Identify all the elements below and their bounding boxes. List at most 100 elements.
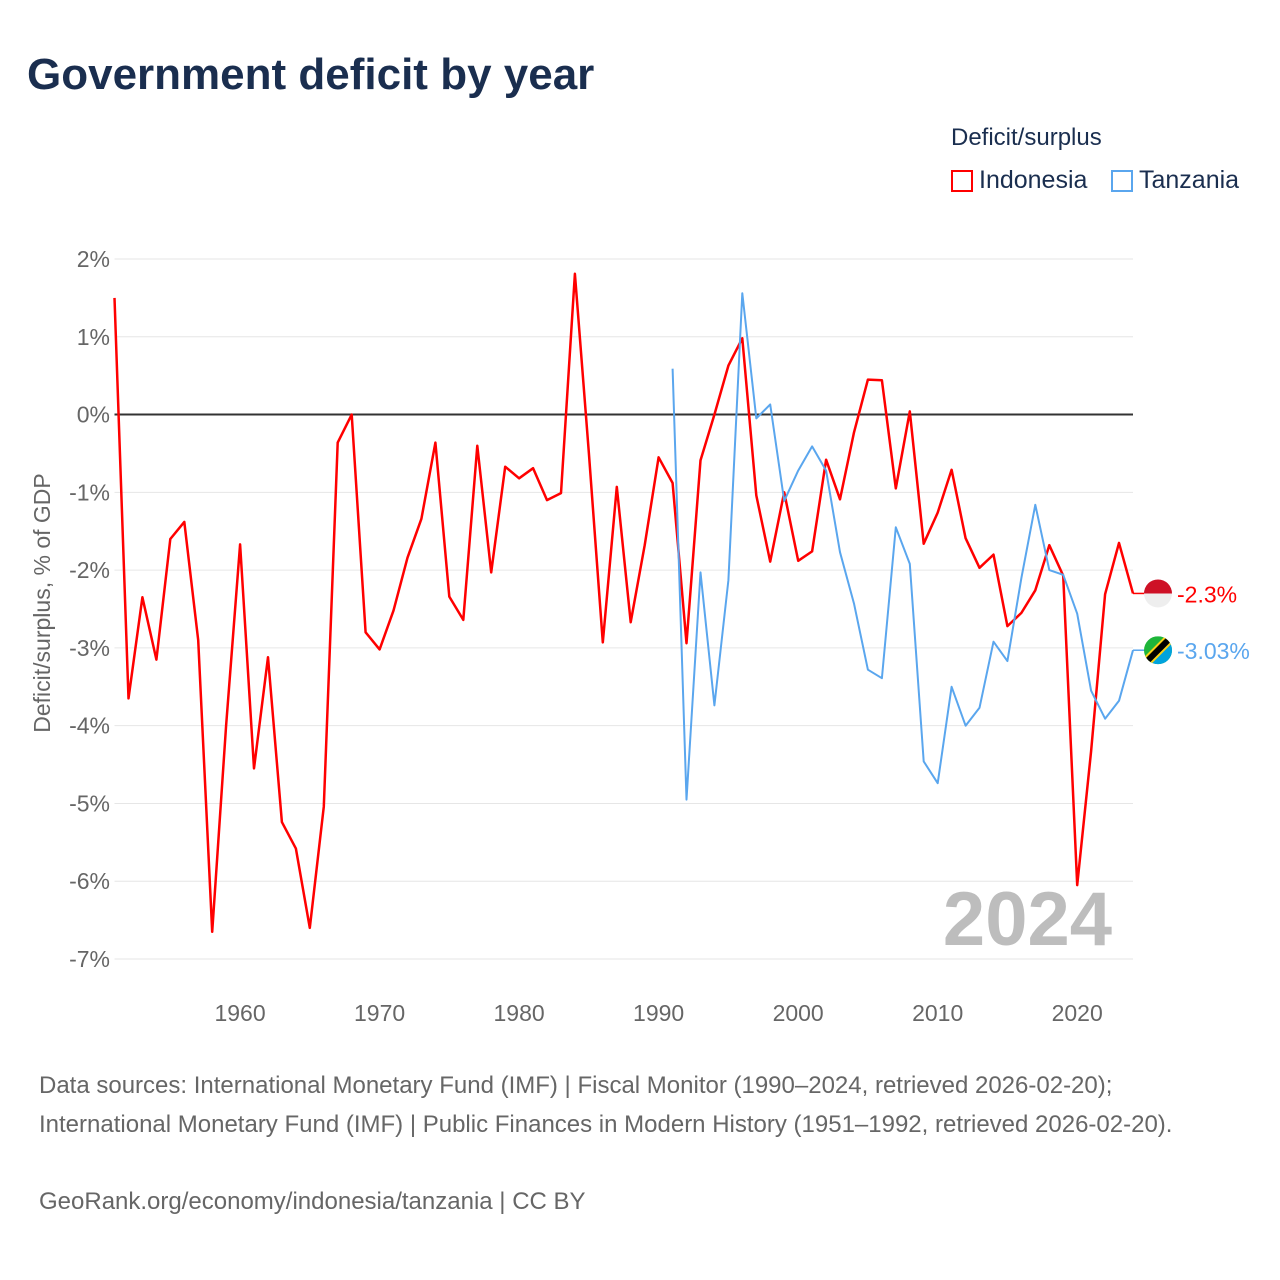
data-point xyxy=(780,497,788,505)
data-point xyxy=(710,411,718,419)
data-point xyxy=(1003,657,1011,665)
data-point xyxy=(1073,610,1081,618)
x-tick-label: 2020 xyxy=(1052,1000,1103,1026)
data-point xyxy=(292,845,300,853)
data-point xyxy=(962,722,970,730)
y-tick-label: -2% xyxy=(69,557,110,583)
data-point xyxy=(571,270,579,278)
x-tick-label: 1960 xyxy=(214,1000,265,1026)
data-point xyxy=(683,639,691,647)
tanzania-flag-icon xyxy=(1144,636,1172,665)
data-point xyxy=(501,463,509,471)
data-point xyxy=(306,924,314,932)
data-point xyxy=(794,557,802,565)
y-tick-label: -7% xyxy=(69,946,110,972)
legend-title: Deficit/surplus xyxy=(951,124,1102,151)
data-point xyxy=(906,560,914,568)
indonesia-flag-icon xyxy=(1144,579,1172,594)
data-point xyxy=(976,704,984,712)
data-point xyxy=(487,568,495,576)
data-point xyxy=(1101,590,1109,598)
data-point xyxy=(1003,622,1011,630)
data-point xyxy=(459,616,467,624)
data-point xyxy=(1073,881,1081,889)
data-point xyxy=(878,376,886,384)
chart-title: Government deficit by year xyxy=(27,50,595,99)
data-point xyxy=(836,495,844,503)
data-point xyxy=(1115,697,1123,705)
data-point xyxy=(403,554,411,562)
data-point xyxy=(166,535,174,543)
data-point xyxy=(892,523,900,531)
data-point xyxy=(543,496,551,504)
series-line-tanzania xyxy=(671,292,1134,801)
credit-link[interactable]: GeoRank.org/economy/indonesia/tanzania |… xyxy=(39,1188,586,1215)
data-point xyxy=(878,674,886,682)
data-point xyxy=(934,779,942,787)
data-point xyxy=(529,464,537,472)
data-point xyxy=(752,491,760,499)
y-tick-label: -1% xyxy=(69,479,110,505)
data-point xyxy=(515,474,523,482)
data-point xyxy=(766,400,774,408)
data-point xyxy=(627,618,635,626)
data-point xyxy=(334,439,342,447)
data-point xyxy=(236,540,244,548)
data-point xyxy=(920,540,928,548)
indonesia-flag-icon xyxy=(1144,593,1172,608)
data-point xyxy=(111,294,119,302)
data-point xyxy=(864,376,872,384)
legend-swatch-tanzania xyxy=(1111,169,1133,192)
data-point xyxy=(696,456,704,464)
data-point xyxy=(417,515,425,523)
data-point xyxy=(864,666,872,674)
end-label-tanzania: -3.03% xyxy=(1177,638,1250,664)
data-point xyxy=(152,656,160,664)
data-point xyxy=(808,547,816,555)
x-tick-label: 1970 xyxy=(354,1000,405,1026)
data-point xyxy=(613,483,621,491)
data-point xyxy=(599,638,607,646)
data-point xyxy=(892,484,900,492)
legend-label: Indonesia xyxy=(979,166,1088,194)
data-point xyxy=(1045,566,1053,574)
data-point xyxy=(822,456,830,464)
legend-item-indonesia[interactable]: Indonesia xyxy=(951,166,1087,195)
data-point xyxy=(738,289,746,297)
data-point xyxy=(655,453,663,461)
data-point xyxy=(989,638,997,646)
series-line-indonesia xyxy=(113,272,1135,934)
data-point xyxy=(431,439,439,447)
data-point xyxy=(724,362,732,370)
data-point xyxy=(124,694,132,702)
data-point xyxy=(836,548,844,556)
data-point xyxy=(194,636,202,644)
legend-item-tanzania[interactable]: Tanzania xyxy=(1111,166,1239,195)
data-point xyxy=(808,442,816,450)
data-point xyxy=(794,467,802,475)
data-point xyxy=(264,653,272,661)
data-point xyxy=(934,509,942,517)
data-point xyxy=(278,818,286,826)
data-point xyxy=(557,489,565,497)
data-point xyxy=(320,803,328,811)
x-tick-label: 2000 xyxy=(773,1000,824,1026)
data-point xyxy=(180,518,188,526)
data-point xyxy=(683,796,691,804)
y-tick-label: 0% xyxy=(77,402,110,428)
data-point xyxy=(1087,747,1095,755)
data-point xyxy=(724,576,732,584)
data-point xyxy=(906,407,914,415)
legend-swatch-indonesia xyxy=(951,169,973,192)
y-tick-label: -5% xyxy=(69,790,110,816)
x-tick-label: 2010 xyxy=(912,1000,963,1026)
data-point xyxy=(989,551,997,559)
data-point xyxy=(948,683,956,691)
data-point xyxy=(1031,586,1039,594)
y-tick-label: -6% xyxy=(69,868,110,894)
data-point xyxy=(1115,539,1123,547)
data-point xyxy=(585,449,593,457)
data-point xyxy=(850,600,858,608)
data-point xyxy=(1101,715,1109,723)
